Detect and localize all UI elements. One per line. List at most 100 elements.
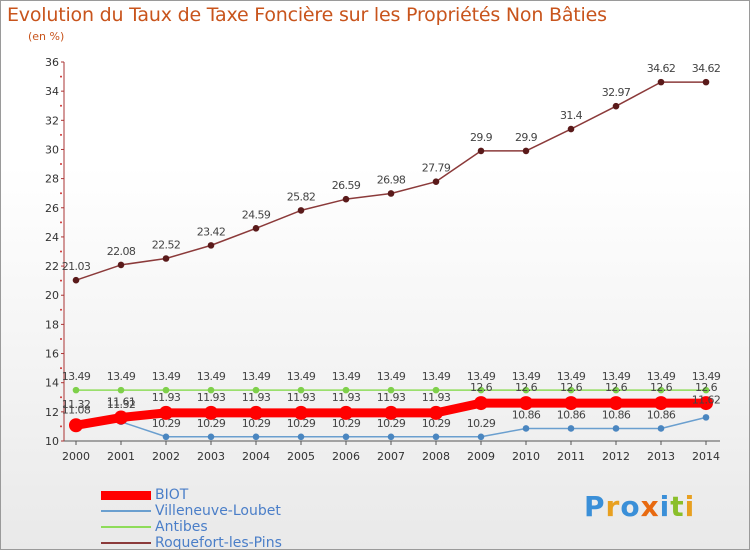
data-point bbox=[117, 386, 125, 394]
x-tick-label: 2006 bbox=[332, 450, 360, 463]
data-label: 10.86 bbox=[647, 408, 676, 421]
y-minor-tick bbox=[60, 367, 62, 370]
y-minor-tick bbox=[60, 250, 62, 253]
data-label: 11.93 bbox=[332, 391, 361, 404]
data-label: 13.49 bbox=[197, 370, 226, 383]
data-label: 22.08 bbox=[107, 245, 136, 258]
data-point bbox=[387, 433, 395, 441]
x-tick-label: 2002 bbox=[152, 450, 180, 463]
x-tick-label: 2003 bbox=[197, 450, 225, 463]
data-point bbox=[702, 414, 710, 421]
y-tick-label: 32 bbox=[45, 114, 59, 127]
data-point bbox=[207, 433, 215, 441]
data-point bbox=[114, 410, 128, 425]
data-label: 11.32 bbox=[107, 398, 136, 411]
chart-title: Evolution du Taux de Taxe Foncière sur l… bbox=[7, 4, 607, 26]
data-label: 22.52 bbox=[152, 238, 181, 251]
data-label: 13.49 bbox=[152, 370, 181, 383]
data-point bbox=[342, 433, 350, 441]
logo-letter: t bbox=[670, 490, 685, 523]
legend-swatch bbox=[101, 542, 151, 544]
data-point bbox=[252, 225, 260, 232]
data-point bbox=[564, 396, 578, 411]
data-point bbox=[609, 396, 623, 411]
data-label: 34.62 bbox=[692, 62, 721, 75]
data-label: 32.97 bbox=[602, 86, 631, 99]
y-minor-tick bbox=[60, 133, 62, 136]
data-point bbox=[429, 405, 443, 420]
data-point bbox=[339, 405, 353, 420]
data-label: 11.93 bbox=[197, 391, 226, 404]
y-tick-label: 20 bbox=[45, 289, 59, 302]
data-label: 29.9 bbox=[515, 131, 538, 144]
data-point bbox=[207, 386, 215, 394]
legend-item: Villeneuve-Loubet bbox=[101, 503, 282, 519]
x-tick-label: 2014 bbox=[692, 450, 720, 463]
proxiti-logo: Proxiti bbox=[584, 490, 695, 523]
legend-swatch bbox=[101, 490, 151, 500]
legend-label: Villeneuve-Loubet bbox=[155, 503, 281, 519]
data-label: 11.93 bbox=[377, 391, 406, 404]
y-tick-label: 22 bbox=[45, 260, 59, 273]
data-label: 26.59 bbox=[332, 179, 361, 192]
x-tick-label: 2007 bbox=[377, 450, 405, 463]
data-label: 13.49 bbox=[692, 370, 721, 383]
y-tick-label: 30 bbox=[45, 143, 59, 156]
legend-item: Antibes bbox=[101, 519, 282, 535]
y-minor-tick bbox=[60, 279, 62, 282]
data-point bbox=[477, 147, 485, 155]
data-point bbox=[162, 433, 170, 441]
data-point bbox=[162, 386, 170, 394]
y-tick-label: 24 bbox=[45, 231, 59, 244]
data-label: 11.93 bbox=[287, 391, 316, 404]
data-point bbox=[522, 147, 530, 155]
data-point bbox=[297, 386, 305, 394]
y-tick-label: 26 bbox=[45, 202, 59, 215]
data-point bbox=[654, 396, 668, 411]
legend-label: Antibes bbox=[155, 519, 208, 535]
data-point bbox=[387, 190, 395, 197]
x-tick-label: 2013 bbox=[647, 450, 675, 463]
data-point bbox=[477, 433, 485, 441]
data-point bbox=[297, 207, 305, 214]
data-label: 10.29 bbox=[377, 417, 406, 430]
data-label: 10.29 bbox=[422, 417, 451, 430]
data-label: 11.93 bbox=[152, 391, 181, 404]
data-point bbox=[432, 433, 440, 441]
data-label: 13.49 bbox=[62, 370, 91, 383]
data-label: 13.49 bbox=[422, 370, 451, 383]
x-tick-label: 2000 bbox=[62, 450, 90, 463]
y-minor-tick bbox=[60, 337, 62, 340]
data-point bbox=[297, 433, 305, 441]
data-point bbox=[699, 396, 713, 411]
data-label: 29.9 bbox=[470, 131, 493, 144]
data-point bbox=[567, 125, 575, 133]
data-label: 10.29 bbox=[152, 417, 181, 430]
data-point bbox=[207, 242, 215, 249]
data-point bbox=[567, 425, 575, 432]
data-label: 12.6 bbox=[560, 381, 583, 394]
data-label: 12.6 bbox=[470, 381, 493, 394]
legend-label: BIOT bbox=[155, 487, 189, 503]
y-minor-tick bbox=[60, 396, 62, 399]
logo-letter: o bbox=[620, 490, 641, 523]
data-point bbox=[162, 255, 170, 262]
data-point bbox=[612, 102, 620, 110]
data-label: 10.86 bbox=[557, 408, 586, 421]
data-label: 10.29 bbox=[242, 417, 271, 430]
data-label: 10.86 bbox=[512, 408, 541, 421]
x-tick-label: 2009 bbox=[467, 450, 495, 463]
data-label: 13.49 bbox=[557, 370, 586, 383]
data-label: 13.49 bbox=[377, 370, 406, 383]
data-point bbox=[519, 396, 533, 411]
y-tick-label: 34 bbox=[45, 85, 59, 98]
data-label: 24.59 bbox=[242, 208, 271, 221]
y-minor-tick bbox=[60, 104, 62, 107]
data-point bbox=[249, 405, 263, 420]
data-label: 11.08 bbox=[62, 403, 91, 416]
data-label: 11.93 bbox=[422, 391, 451, 404]
y-tick-label: 18 bbox=[45, 318, 59, 331]
data-label: 10.29 bbox=[197, 417, 226, 430]
